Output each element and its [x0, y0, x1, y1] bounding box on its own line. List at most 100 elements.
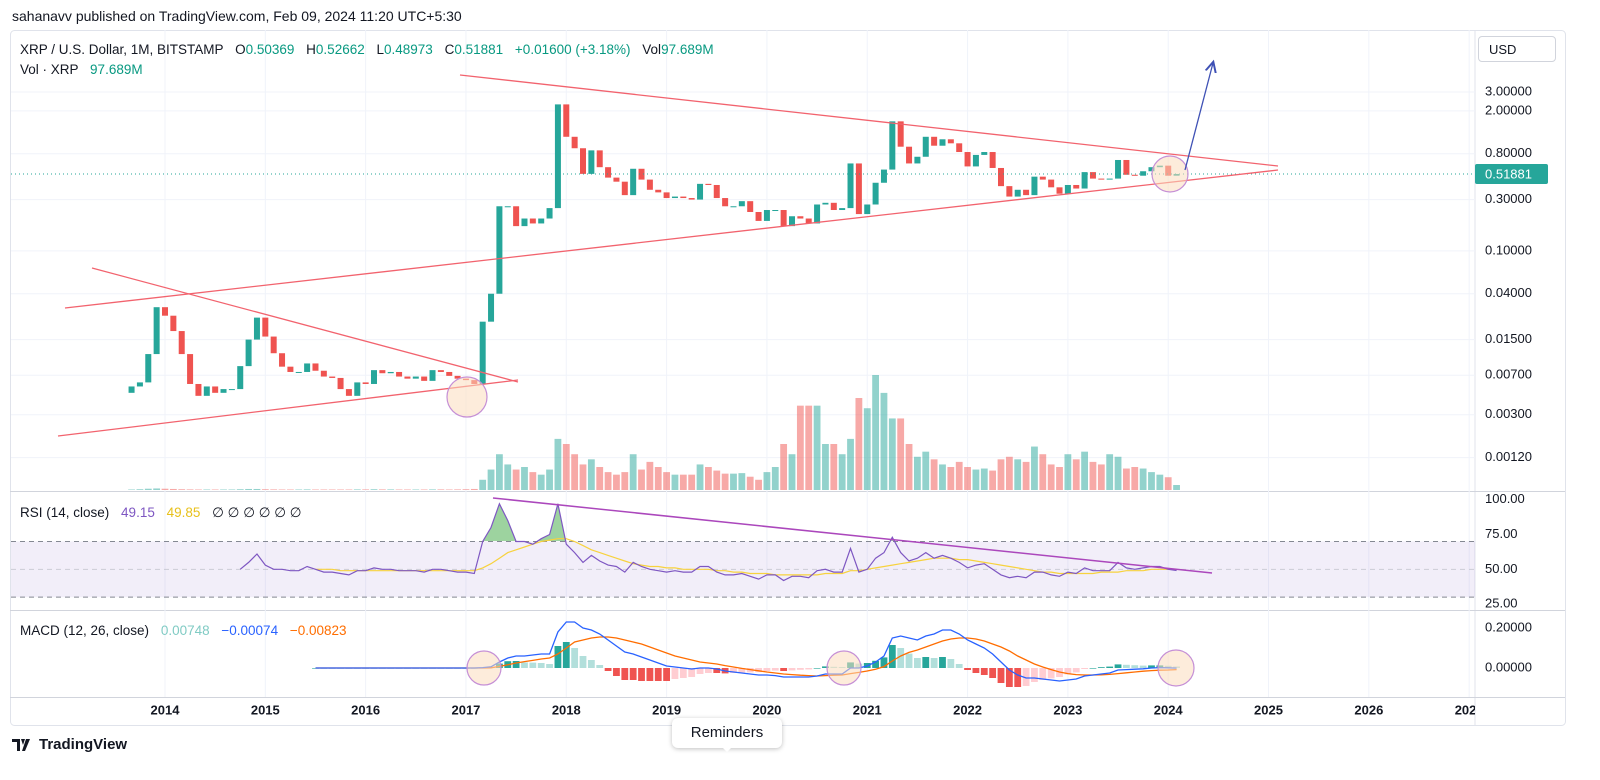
candle-body — [755, 211, 762, 221]
volume-bar — [671, 474, 679, 490]
macd-hist-bar — [571, 648, 579, 668]
candle-body — [1014, 189, 1021, 197]
candle-body — [504, 206, 511, 208]
candle-body — [947, 139, 954, 144]
y-tick-label: 3.00000 — [1485, 83, 1532, 98]
x-tick-label: 2017 — [451, 702, 480, 717]
y-tick-label: 100.00 — [1485, 491, 1525, 506]
candle-body — [488, 293, 495, 322]
candle-body — [153, 307, 160, 355]
volume-bar — [955, 461, 963, 490]
candle-body — [605, 167, 612, 178]
value: 0.00748 — [160, 623, 210, 638]
highlight-circle — [826, 650, 862, 686]
candle-body — [546, 208, 553, 219]
volume-bar — [1114, 456, 1122, 490]
macd-hist-bar — [1014, 668, 1022, 687]
volume-bar — [496, 454, 503, 490]
candle-body — [880, 169, 887, 183]
volume-bar — [855, 398, 863, 490]
candle-body — [513, 206, 520, 227]
candle-body — [588, 150, 595, 174]
volume-bar — [278, 489, 286, 490]
volume-bar — [554, 438, 562, 490]
candle-body — [563, 104, 570, 137]
macd-hist-bar — [1022, 668, 1030, 686]
rsi-trendline — [492, 497, 1213, 574]
x-tick-label: 2022 — [953, 702, 982, 717]
macd-line — [315, 621, 1177, 682]
volume-bar — [888, 418, 896, 490]
macd-hist-bar — [972, 668, 980, 673]
volume-bar — [587, 459, 595, 490]
price-label: 0.51881 — [1485, 166, 1532, 181]
macd-hist-bar — [646, 668, 654, 681]
y-tick-label: 0.80000 — [1485, 145, 1532, 160]
macd-hist-bar — [1131, 665, 1139, 668]
volume-bar — [1005, 456, 1013, 490]
volume-bar — [905, 444, 913, 490]
candle-body — [279, 353, 286, 367]
candle-body — [931, 136, 938, 146]
volume-bar — [1164, 477, 1172, 490]
candle-body — [671, 196, 678, 199]
candle-body — [262, 317, 269, 337]
volume-bar — [1014, 459, 1022, 490]
candle-body — [387, 371, 394, 374]
macd-hist-bar — [1106, 666, 1114, 668]
candle-body — [320, 370, 327, 377]
macd-legend: MACD (12, 26, close) 0.00748 −0.00074 −0… — [20, 623, 347, 638]
highlight-circle — [1151, 155, 1189, 193]
volume-bar — [337, 489, 344, 490]
macd-hist-bar — [1114, 664, 1122, 668]
volume-bar — [1123, 468, 1130, 490]
candle-body — [195, 383, 202, 396]
x-tick-label: 2025 — [1254, 702, 1283, 717]
volume-bar — [312, 489, 319, 490]
candle-body — [379, 370, 386, 374]
currency-button[interactable]: USD — [1478, 36, 1556, 62]
volume-bar — [579, 464, 587, 490]
x-tick-label: 2016 — [351, 702, 380, 717]
volume-bar — [228, 489, 236, 490]
volume-bar — [780, 444, 788, 490]
value: 0.52662 — [315, 42, 365, 57]
candle-body — [1115, 159, 1122, 179]
volume-bar — [195, 489, 202, 490]
y-tick-label: 0.20000 — [1485, 619, 1532, 634]
candle-body — [1131, 174, 1138, 176]
label: C — [444, 42, 455, 57]
tooltip-tip — [721, 746, 733, 752]
price-legend: XRP / U.S. Dollar, 1M, BITSTAMP O0.50369… — [20, 42, 714, 57]
candle-body — [429, 370, 436, 381]
volume-bar — [412, 489, 420, 490]
volume-bar — [136, 489, 144, 490]
volume-bar — [1064, 454, 1072, 490]
candle-body — [922, 136, 929, 157]
reminders-button[interactable]: Reminders — [672, 718, 782, 748]
value: 0.51881 — [454, 42, 504, 57]
volume-bar — [345, 489, 353, 490]
plot-area — [11, 30, 1475, 697]
volume-bar — [203, 489, 211, 490]
value: 49.15 — [121, 505, 155, 520]
candle-body — [362, 382, 369, 384]
change: +0.01600 (+3.18%) — [514, 42, 631, 57]
macd-hist-bar — [587, 660, 595, 668]
label: RSI (14, close) — [20, 505, 110, 520]
macd-hist-bar — [554, 646, 562, 668]
x-tick-label: 2018 — [552, 702, 581, 717]
candle-body — [1081, 172, 1088, 189]
candle-body — [421, 376, 428, 381]
x-tick-label: 2021 — [853, 702, 882, 717]
candle-body — [697, 183, 704, 200]
volume-bar — [654, 467, 662, 490]
candle-body — [630, 168, 637, 196]
label: Vol — [642, 42, 662, 57]
macd-hist-bar — [537, 663, 545, 668]
candle-body — [554, 104, 561, 209]
x-tick-label: 2020 — [752, 702, 781, 717]
macd-hist-bar — [312, 668, 319, 669]
candle-body — [1123, 159, 1130, 175]
